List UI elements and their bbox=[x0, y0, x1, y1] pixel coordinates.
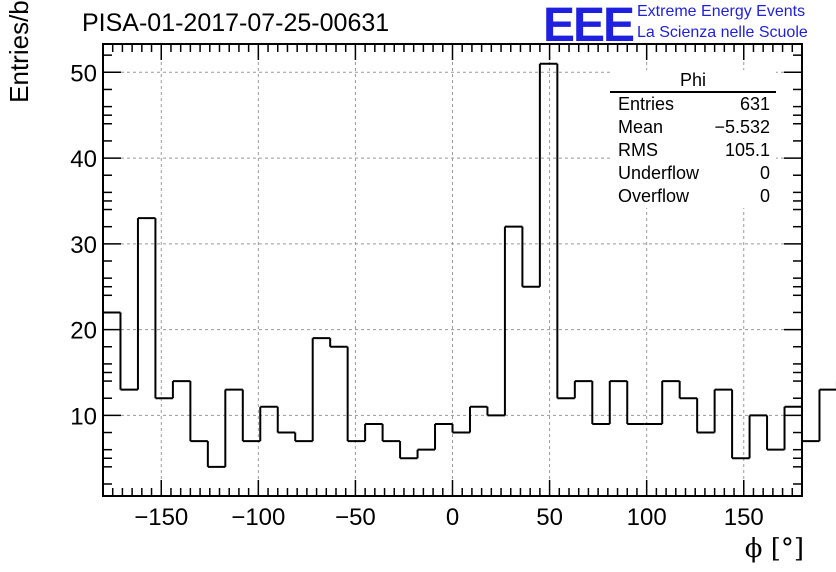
x-tick-label: 50 bbox=[536, 504, 563, 531]
y-axis-label: Entries/bin bbox=[4, 0, 34, 103]
stats-row-overflow: Overflow 0 bbox=[610, 185, 776, 208]
y-tick-label: 30 bbox=[70, 232, 97, 259]
y-tick-label: 10 bbox=[70, 403, 97, 430]
stats-label: Entries bbox=[618, 94, 675, 114]
stats-value: 631 bbox=[739, 94, 770, 114]
eee-logo: EEE bbox=[543, 0, 635, 52]
y-tick-label: 20 bbox=[70, 318, 97, 345]
stats-value: 0 bbox=[759, 186, 770, 206]
chart-title: PISA-01-2017-07-25-00631 bbox=[82, 9, 390, 37]
stats-row-mean: Mean −5.532 bbox=[610, 116, 776, 139]
stats-value: −5.532 bbox=[714, 117, 770, 137]
stats-label: Underflow bbox=[618, 163, 700, 183]
x-axis-label: ϕ [°] bbox=[744, 534, 804, 564]
stats-label: RMS bbox=[618, 140, 658, 160]
x-tick-label: 0 bbox=[446, 504, 459, 531]
org-name-line2: La Scienza nelle Scuole bbox=[637, 24, 808, 41]
org-name-line1: Extreme Energy Events bbox=[637, 3, 806, 20]
x-tick-label: −50 bbox=[335, 504, 376, 531]
stats-box: Phi Entries 631 Mean −5.532 RMS 105.1 Un… bbox=[610, 70, 776, 208]
x-tick-label: 100 bbox=[627, 504, 667, 531]
x-tick-label: −150 bbox=[134, 504, 188, 531]
x-tick-label: 150 bbox=[724, 504, 764, 531]
x-tick-label: −100 bbox=[231, 504, 285, 531]
stats-label: Mean bbox=[618, 117, 664, 137]
stats-row-rms: RMS 105.1 bbox=[610, 139, 776, 162]
y-tick-label: 40 bbox=[70, 146, 97, 173]
stats-value: 105.1 bbox=[724, 140, 770, 160]
stats-row-underflow: Underflow 0 bbox=[610, 162, 776, 185]
stats-row-entries: Entries 631 bbox=[610, 93, 776, 116]
stats-box-title: Phi bbox=[610, 70, 776, 93]
stats-value: 0 bbox=[759, 163, 770, 183]
y-tick-label: 50 bbox=[70, 60, 97, 87]
stats-label: Overflow bbox=[618, 186, 690, 206]
